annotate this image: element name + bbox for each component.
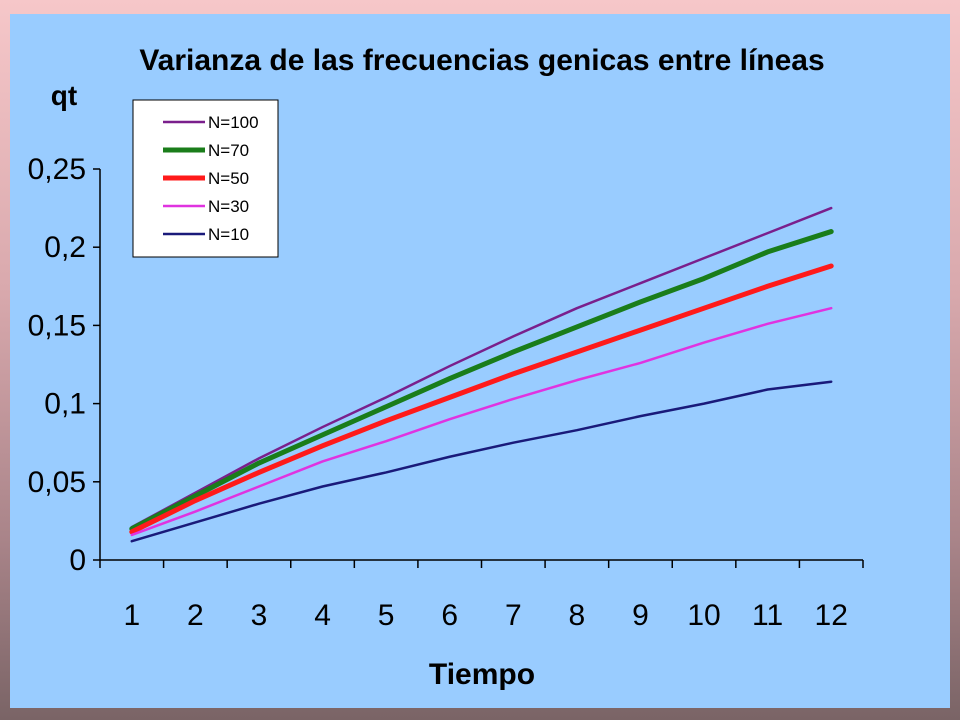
x-axis-title: Tiempo bbox=[429, 658, 535, 691]
legend-label: N=10 bbox=[208, 225, 249, 244]
y-tick-label: 0,2 bbox=[44, 231, 86, 264]
chart-slide: Varianza de las frecuencias genicas entr… bbox=[10, 14, 950, 708]
legend-box bbox=[132, 99, 279, 258]
series-line-n-10 bbox=[130, 380, 833, 543]
y-tick-label: 0 bbox=[69, 544, 86, 577]
plot-area: 00,050,10,150,20,251 2 3 4 5 6 7 8 9 10 11 12 bbox=[28, 153, 864, 632]
x-tick-label: 1 bbox=[123, 599, 140, 632]
x-tick-label: 4 bbox=[314, 599, 331, 632]
series-line-n-50 bbox=[129, 263, 834, 535]
y-tick-label: 0,1 bbox=[44, 388, 86, 421]
legend: N=100 N=70 N=50 N=30 N=10 bbox=[132, 99, 279, 258]
line-chart: Varianza de las frecuencias genicas entr… bbox=[28, 44, 864, 691]
legend-label: N=30 bbox=[208, 197, 249, 216]
y-axis-title: qt bbox=[51, 80, 77, 111]
x-tick-label: 8 bbox=[569, 599, 586, 632]
legend-label: N=50 bbox=[208, 169, 249, 188]
x-tick-label: 9 bbox=[632, 599, 649, 632]
x-tick-label: 10 bbox=[687, 599, 720, 632]
y-tick-label: 0,15 bbox=[28, 309, 86, 342]
series-line-n-100 bbox=[130, 206, 833, 529]
series-line-n-70 bbox=[129, 229, 834, 532]
x-tick-label: 5 bbox=[378, 599, 395, 632]
x-tick-label: 11 bbox=[752, 599, 783, 632]
legend-label: N=100 bbox=[208, 113, 259, 132]
y-tick-label: 0,05 bbox=[28, 466, 86, 499]
x-tick-label: 6 bbox=[441, 599, 458, 632]
x-tick-label: 2 bbox=[187, 599, 204, 632]
x-tick-label: 7 bbox=[505, 599, 522, 632]
legend-label: N=70 bbox=[208, 141, 249, 160]
x-tick-label: 3 bbox=[251, 599, 268, 632]
x-tick-label: 12 bbox=[815, 599, 848, 632]
series-line-n-30 bbox=[130, 306, 833, 537]
chart-title: Varianza de las frecuencias genicas entr… bbox=[139, 44, 824, 77]
y-tick-label: 0,25 bbox=[28, 153, 86, 186]
